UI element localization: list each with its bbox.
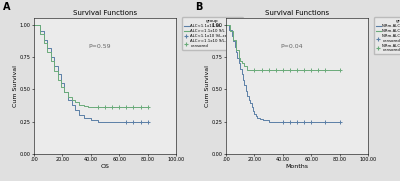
Y-axis label: Cum Survival: Cum Survival <box>13 65 18 107</box>
Text: P=0.59: P=0.59 <box>88 44 110 49</box>
X-axis label: Months: Months <box>286 164 308 169</box>
Y-axis label: Cum Survival: Cum Survival <box>205 65 210 107</box>
Legend: ALC<1.1x10 9/L, ALC>=1.1x10 9/L, ALC<1.1x10 9/L-censored, ALC>=1.1x10 9/L-
censo: ALC<1.1x10 9/L, ALC>=1.1x10 9/L, ALC<1.1… <box>182 17 243 50</box>
Text: B: B <box>195 2 202 12</box>
Legend: NRm-ALC<0.4t group, NRm-ALC>=0.4t group, NRm-ALC<0.4t group-
censored, NRm-ALC>=: NRm-ALC<0.4t group, NRm-ALC>=0.4t group,… <box>374 17 400 54</box>
Text: A: A <box>3 2 10 12</box>
Title: Survival Functions: Survival Functions <box>73 10 137 16</box>
Text: P=0.04: P=0.04 <box>280 44 302 49</box>
Title: Survival Functions: Survival Functions <box>265 10 329 16</box>
X-axis label: OS: OS <box>100 164 110 169</box>
